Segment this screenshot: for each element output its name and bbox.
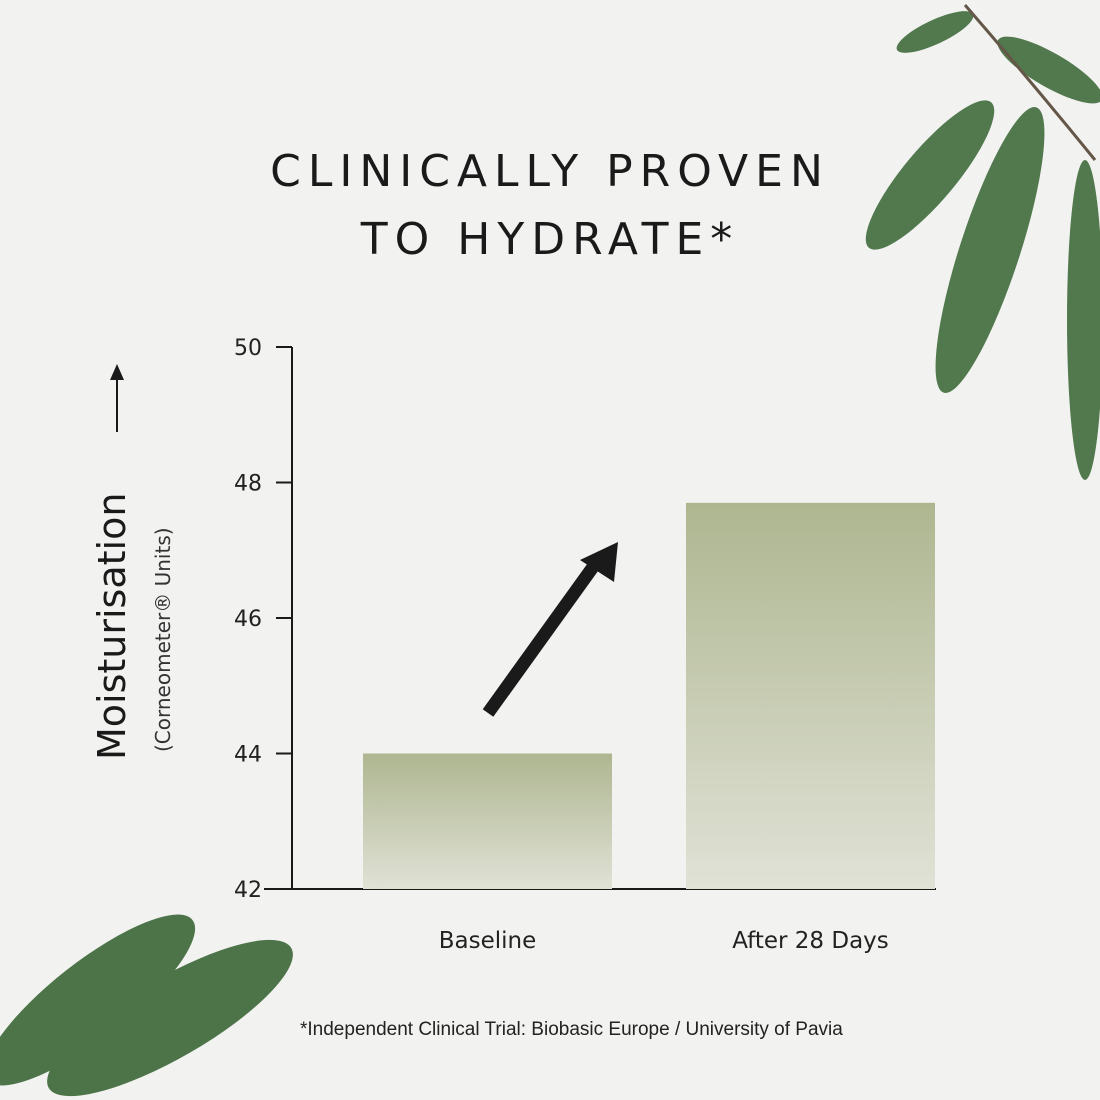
y-tick-label: 50: [234, 336, 262, 361]
trend-arrow-icon: [482, 542, 618, 717]
y-tick-label: 48: [234, 472, 262, 497]
y-tick-label: 42: [234, 878, 262, 903]
y-tick-label: 44: [234, 743, 262, 768]
bar-baseline: [363, 753, 612, 889]
chart-title: CLINICALLY PROVEN TO HYDRATE*: [0, 138, 1100, 274]
bar-after-28-days: [686, 502, 935, 889]
olive-leaf-icon: [0, 914, 293, 1097]
x-tick-label: Baseline: [439, 928, 537, 954]
y-axis-label: Moisturisation: [90, 492, 134, 760]
footnote: *Independent Clinical Trial: Biobasic Eu…: [300, 1019, 843, 1040]
y-tick-label: 46: [234, 607, 262, 632]
x-tick-label: After 28 Days: [732, 928, 889, 954]
title-line-1: CLINICALLY PROVEN: [270, 146, 830, 197]
arrow-up-icon: [110, 364, 124, 432]
y-axis-sublabel: (Corneometer® Units): [151, 527, 175, 752]
olive-leaf-icon: [865, 4, 1100, 480]
title-line-2: TO HYDRATE*: [360, 214, 740, 265]
